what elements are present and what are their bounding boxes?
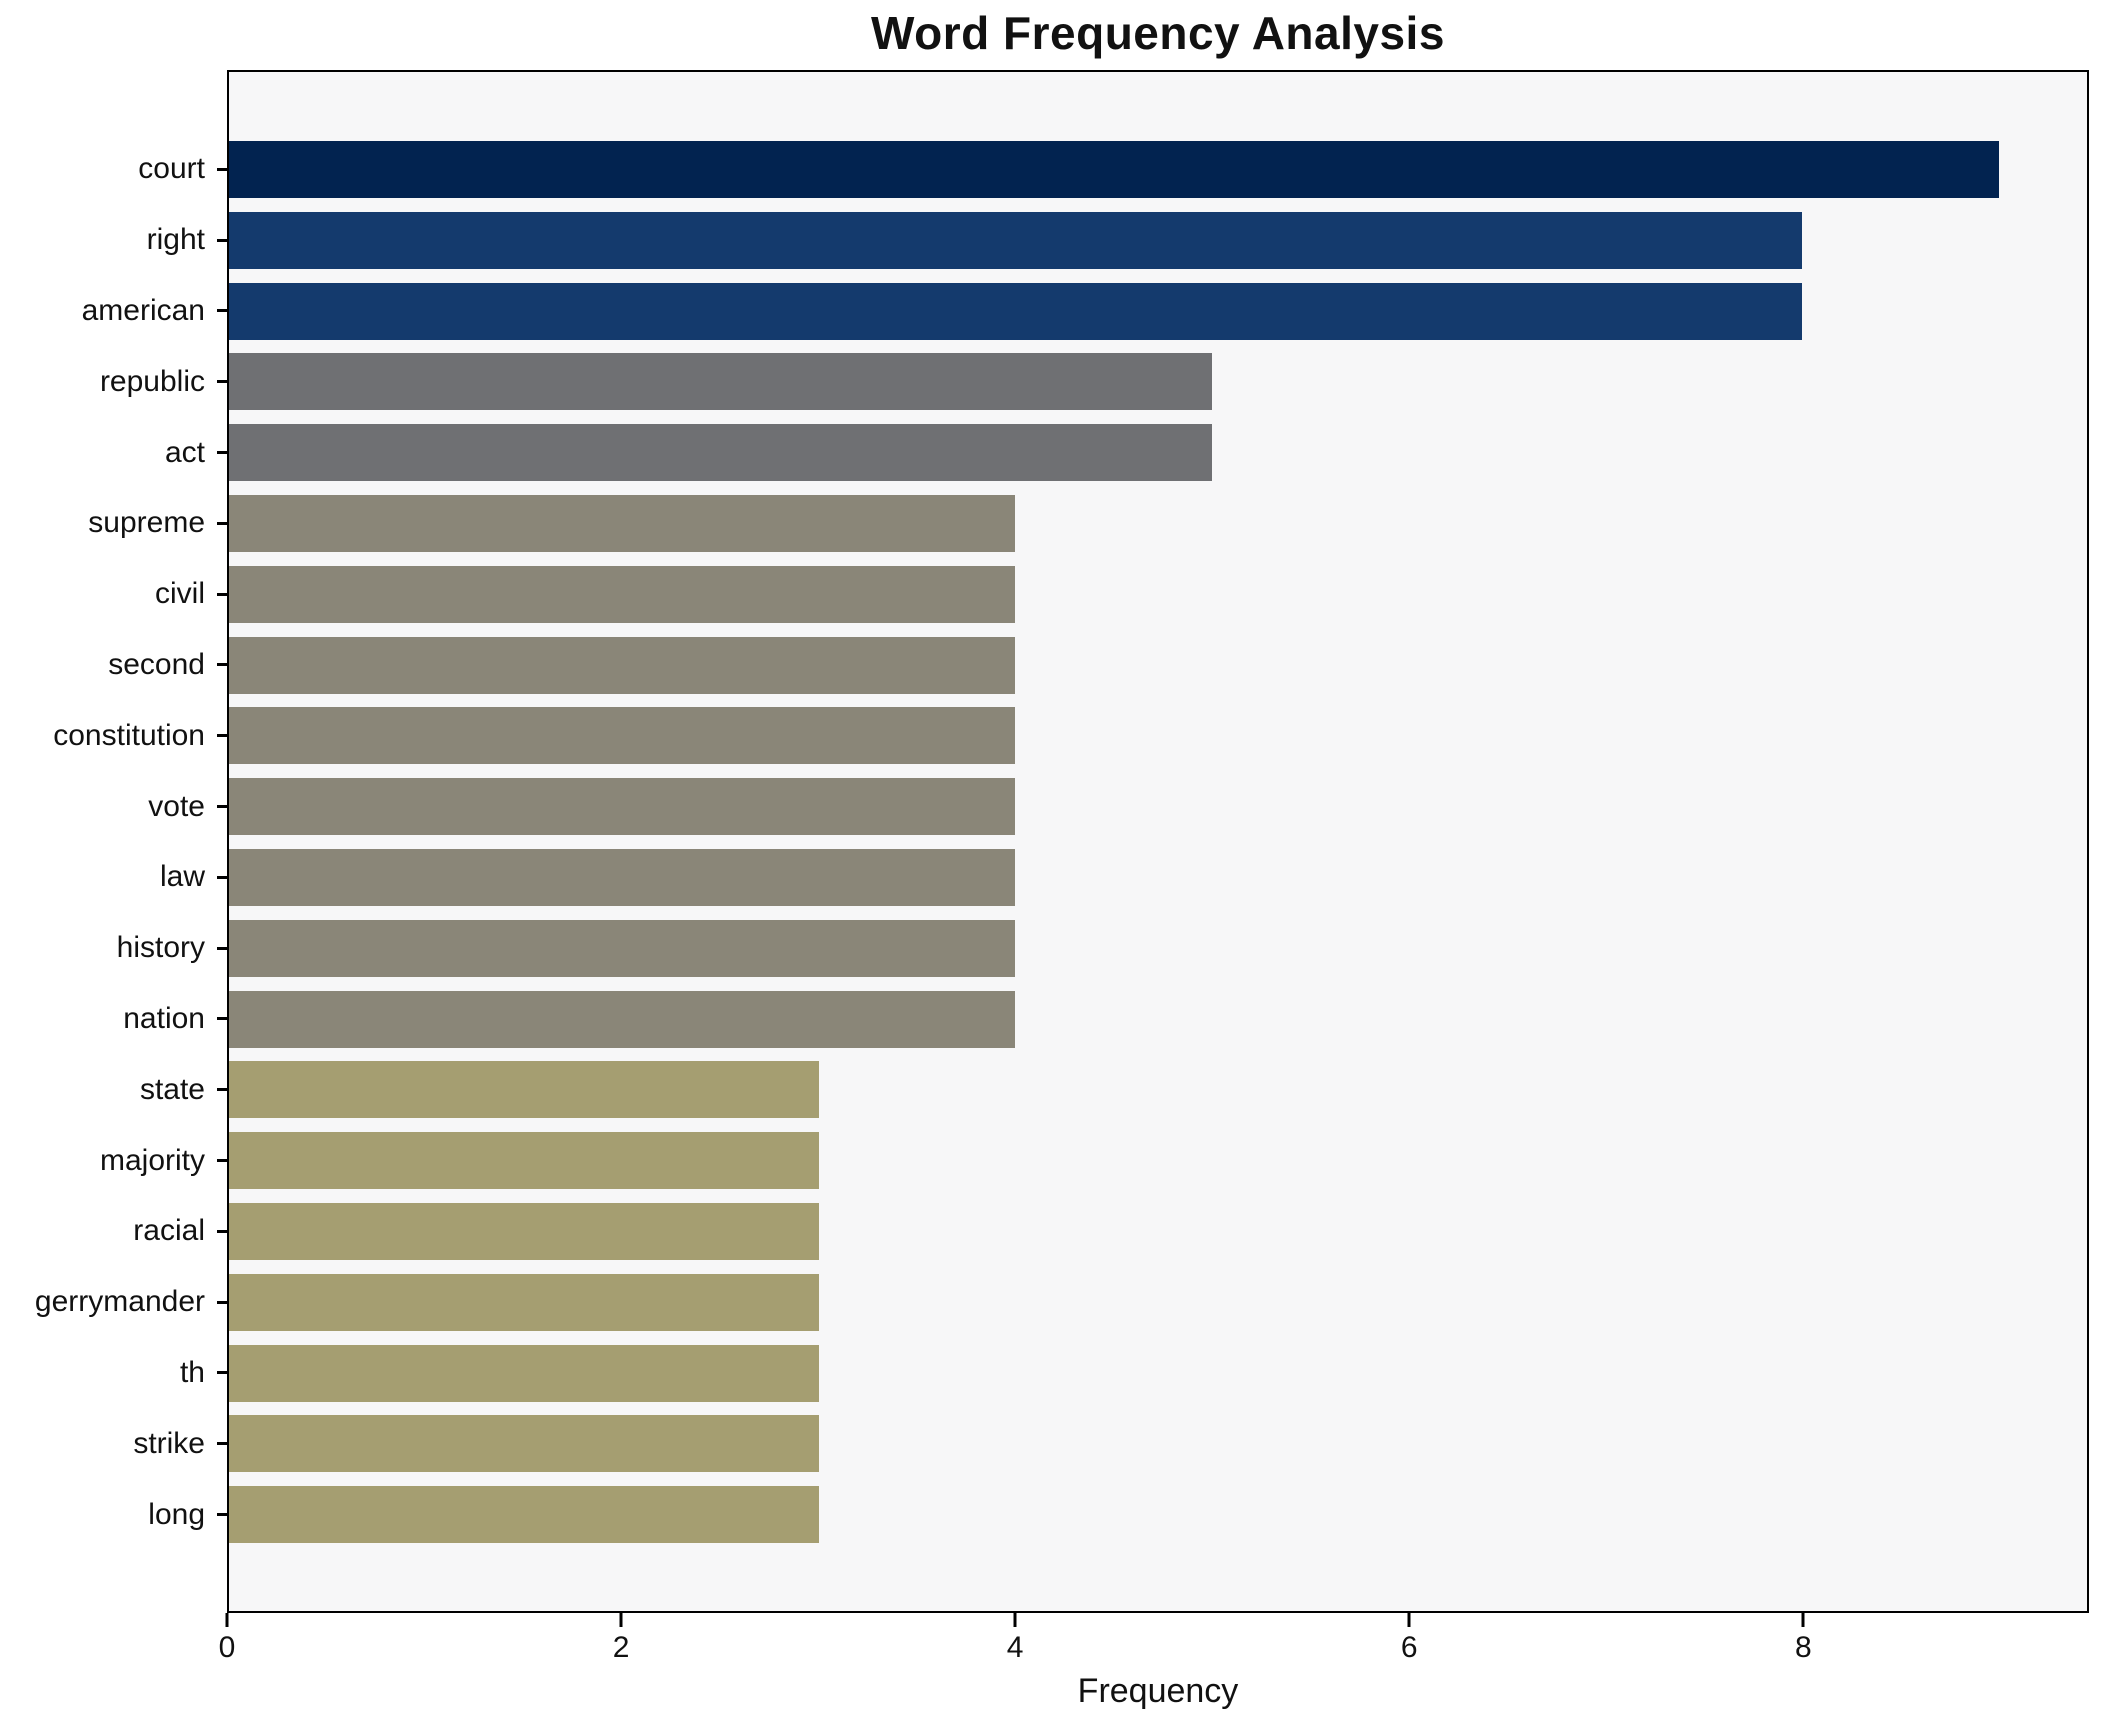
bar: [229, 1202, 819, 1260]
y-tick-mark: [217, 1442, 229, 1446]
bar: [229, 1061, 819, 1119]
y-tick-mark: [217, 1159, 229, 1163]
y-tick-mark: [217, 1513, 229, 1517]
y-tick-mark: [217, 451, 229, 455]
x-tick-mark: [1013, 1613, 1017, 1627]
y-tick-mark: [217, 946, 229, 950]
bar-row: second: [108, 630, 2087, 701]
category-label: second: [108, 647, 205, 681]
bar: [229, 282, 1802, 340]
y-tick-mark: [217, 663, 229, 667]
bar: [229, 1132, 819, 1190]
y-tick-mark: [217, 1300, 229, 1304]
x-tick-label: 8: [1794, 1631, 1812, 1664]
y-tick-mark: [217, 167, 229, 171]
category-label: vote: [148, 789, 205, 823]
bar-row: strike: [133, 1408, 2087, 1479]
x-tick-mark: [1407, 1613, 1411, 1627]
bar-row: american: [82, 276, 2087, 347]
category-label: republic: [99, 364, 205, 398]
bar: [229, 211, 1802, 269]
category-label: court: [138, 152, 205, 186]
y-tick-mark: [217, 1229, 229, 1233]
bar-row: right: [147, 205, 2087, 276]
x-tick-label: 0: [218, 1631, 236, 1664]
category-label: gerrymander: [34, 1285, 205, 1319]
y-tick-mark: [217, 238, 229, 242]
bar-row: nation: [123, 984, 2087, 1055]
bar: [229, 494, 1016, 552]
category-label: civil: [155, 577, 205, 611]
category-label: th: [179, 1355, 205, 1389]
bar-row: civil: [155, 559, 2087, 630]
category-label: constitution: [53, 718, 205, 752]
bar: [229, 848, 1016, 906]
category-label: strike: [133, 1426, 205, 1460]
y-tick-mark: [217, 1088, 229, 1092]
bar-row: republic: [100, 346, 2087, 417]
category-label: american: [81, 293, 205, 327]
category-label: nation: [123, 1001, 205, 1035]
bar: [229, 1273, 819, 1331]
bar-row: gerrymander: [35, 1267, 2087, 1338]
bar-row: history: [117, 913, 2087, 984]
bar: [229, 353, 1213, 411]
x-tick-label: 2: [612, 1631, 630, 1664]
category-label: majority: [99, 1143, 205, 1177]
bar: [229, 1486, 819, 1544]
bar-row: state: [140, 1054, 2087, 1125]
bar: [229, 141, 1999, 198]
y-tick-mark: [217, 592, 229, 596]
bar-row: racial: [133, 1196, 2087, 1267]
bar: [229, 424, 1213, 482]
x-tick-mark: [619, 1613, 623, 1627]
bar-row: court: [138, 134, 2087, 205]
bar: [229, 1415, 819, 1473]
y-tick-mark: [217, 1371, 229, 1375]
bar-row: supreme: [88, 488, 2087, 559]
bar-row: law: [160, 842, 2087, 913]
bar: [229, 707, 1016, 765]
x-tick-label: 4: [1006, 1631, 1024, 1664]
bar-row: long: [148, 1479, 2087, 1550]
bar: [229, 565, 1016, 623]
category-label: state: [139, 1072, 205, 1106]
plot-area: court right american republic act supreme civi…: [35, 70, 2089, 1613]
category-label: racial: [133, 1214, 205, 1248]
x-tick-mark: [1801, 1613, 1805, 1627]
category-label: law: [159, 860, 205, 894]
category-label: right: [146, 223, 205, 257]
bar-row: majority: [100, 1125, 2087, 1196]
x-tick-label: 6: [1400, 1631, 1418, 1664]
chart-title: Word Frequency Analysis: [871, 7, 1445, 59]
category-label: history: [116, 931, 205, 965]
bar: [229, 1344, 819, 1402]
category-label: supreme: [88, 506, 205, 540]
category-label: long: [148, 1497, 205, 1531]
y-tick-mark: [217, 805, 229, 809]
bar-row: constitution: [53, 700, 2087, 771]
y-tick-mark: [217, 875, 229, 879]
x-axis-label: Frequency: [1077, 1672, 1239, 1710]
bars-area: court right american republic act supreme civi…: [35, 134, 2087, 1550]
y-tick-mark: [217, 309, 229, 313]
bar-row: act: [165, 417, 2087, 488]
y-tick-mark: [217, 380, 229, 384]
bar: [229, 636, 1016, 694]
y-tick-mark: [217, 734, 229, 738]
y-tick-mark: [217, 521, 229, 525]
bar-row: th: [180, 1338, 2087, 1409]
bar: [229, 990, 1016, 1048]
category-label: act: [164, 435, 205, 469]
bar: [229, 919, 1016, 977]
bar: [229, 778, 1016, 836]
y-tick-mark: [217, 1017, 229, 1021]
x-tick-mark: [225, 1613, 229, 1627]
bar-row: vote: [148, 771, 2087, 842]
x-axis: 0 2 4 6 8: [219, 1613, 2089, 1673]
